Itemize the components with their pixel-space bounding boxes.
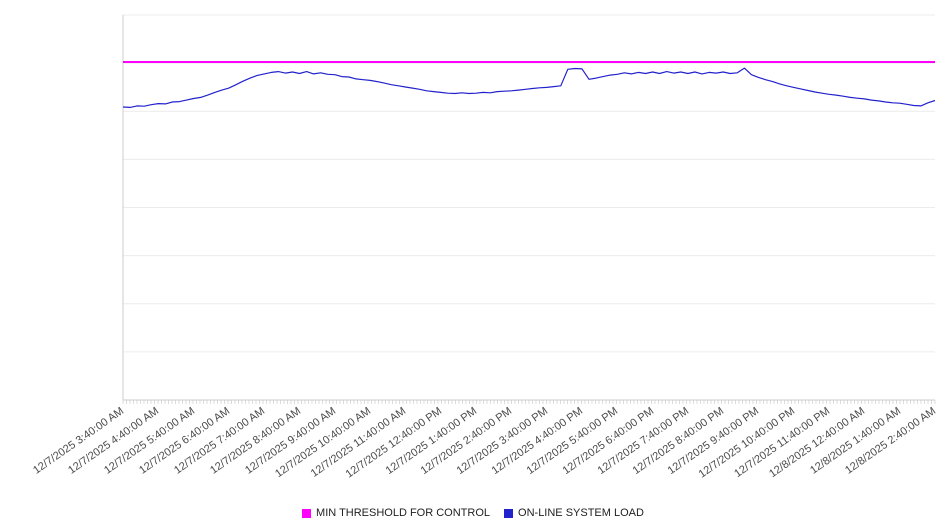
- legend-label-min-threshold: MIN THRESHOLD FOR CONTROL: [316, 507, 491, 519]
- legend-label-system-load: ON-LINE SYSTEM LOAD: [518, 507, 644, 519]
- legend: MIN THRESHOLD FOR CONTROL ON-LINE SYSTEM…: [0, 507, 946, 519]
- legend-item-min-threshold[interactable]: MIN THRESHOLD FOR CONTROL: [302, 507, 490, 519]
- legend-item-system-load[interactable]: ON-LINE SYSTEM LOAD: [504, 507, 644, 519]
- legend-swatch-load-icon: [504, 508, 514, 518]
- legend-swatch-threshold-icon: [302, 508, 312, 518]
- plot-area: [122, 14, 936, 404]
